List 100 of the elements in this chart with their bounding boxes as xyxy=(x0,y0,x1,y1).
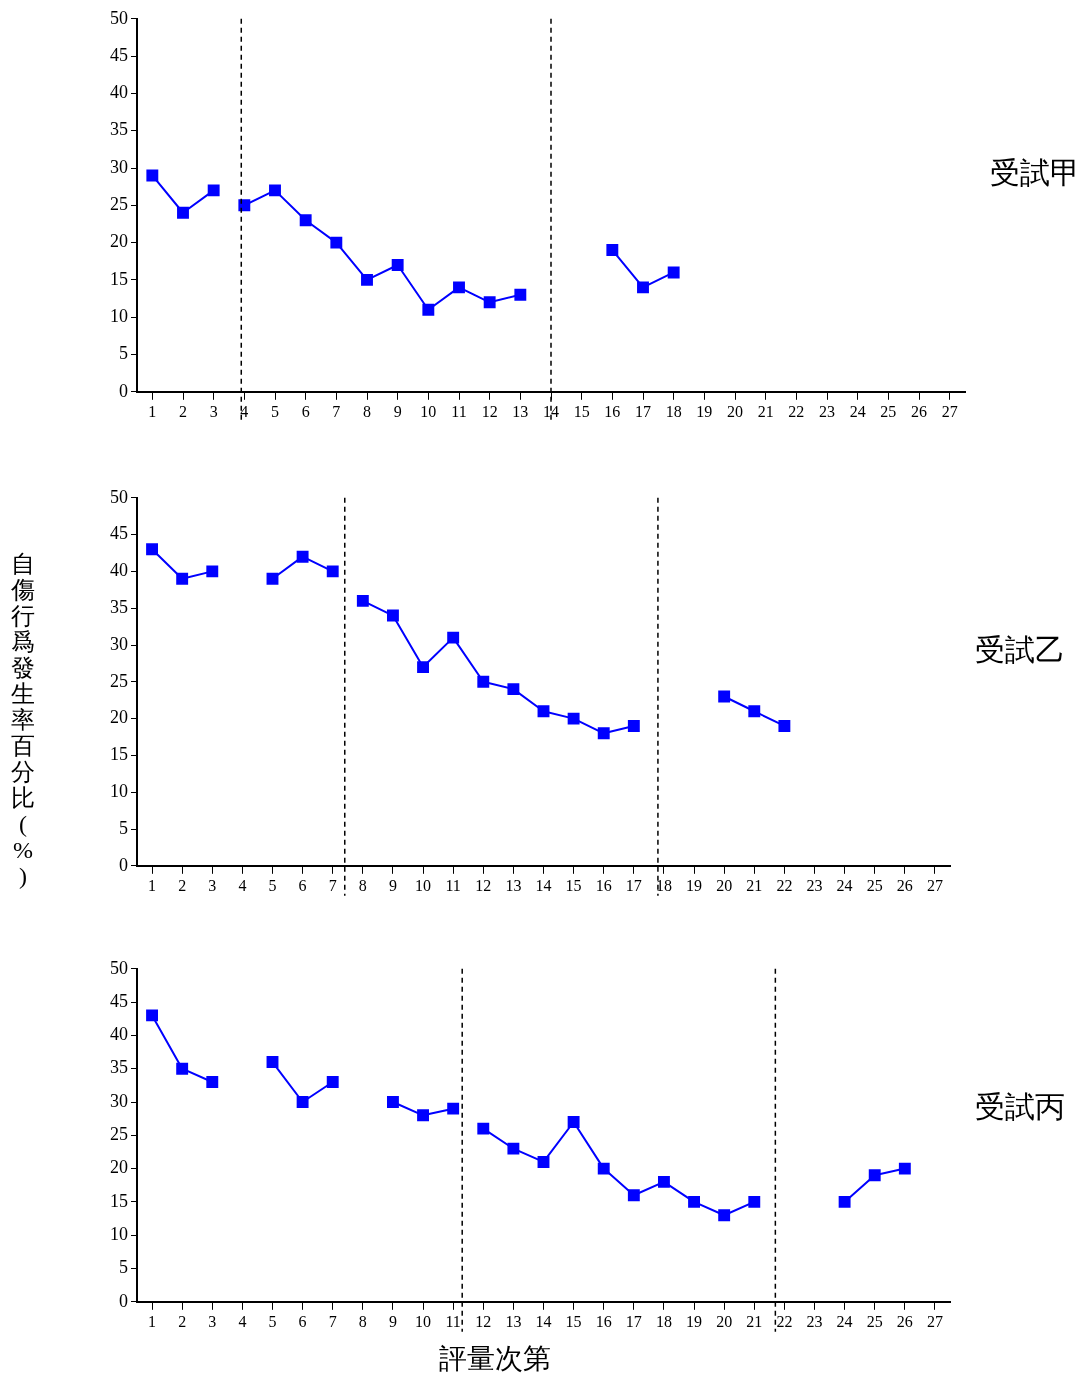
x-tick-label: 22 xyxy=(776,876,793,894)
y-tick-label: 15 xyxy=(110,744,128,765)
point xyxy=(206,1076,219,1088)
x-tick-label: 18 xyxy=(655,1312,672,1330)
point xyxy=(627,1189,640,1202)
y-tick-label: 45 xyxy=(110,44,128,65)
y-tick-label: 50 xyxy=(110,7,128,28)
x-tick-label: 8 xyxy=(358,1312,367,1330)
x-tick-label: 27 xyxy=(926,876,943,894)
point xyxy=(477,675,490,688)
x-tick-label: 19 xyxy=(686,1312,703,1330)
y-tick-label: 5 xyxy=(119,343,128,364)
x-tick-label: 7 xyxy=(332,402,341,420)
point xyxy=(269,184,281,197)
point xyxy=(637,281,649,294)
point xyxy=(296,550,309,563)
x-tick-label: 21 xyxy=(757,402,774,420)
x-tick-label: 12 xyxy=(475,876,492,894)
x-tick-label: 5 xyxy=(268,1312,277,1330)
x-tick-label: 6 xyxy=(298,1312,307,1330)
y-tick-label: 50 xyxy=(110,486,128,507)
x-tick-label: 2 xyxy=(178,1312,187,1330)
y-tick-label: 15 xyxy=(110,1190,128,1211)
point xyxy=(176,1062,189,1075)
x-tick-label: 16 xyxy=(604,402,621,420)
point xyxy=(361,273,373,286)
x-tick-label: 17 xyxy=(625,876,642,894)
point xyxy=(266,572,279,585)
point xyxy=(387,609,399,622)
x-tick-label: 14 xyxy=(535,876,552,894)
x-tick-label: 8 xyxy=(363,402,371,420)
x-tick-label: 16 xyxy=(595,1312,612,1330)
x-tick-label: 15 xyxy=(565,876,582,894)
x-tick-label: 10 xyxy=(415,1312,432,1330)
text: 受試乙 xyxy=(975,633,1065,667)
x-tick-label: 15 xyxy=(573,402,590,420)
x-tick-label: 27 xyxy=(926,1312,943,1330)
x-tick-label: 26 xyxy=(896,876,913,894)
point xyxy=(238,199,251,212)
y-tick-label: 40 xyxy=(110,560,128,581)
point xyxy=(326,1076,339,1088)
x-tick-label: 4 xyxy=(238,876,247,894)
x-tick-label: 14 xyxy=(543,402,559,420)
y-tick-label: 40 xyxy=(110,1024,128,1045)
x-tick-label: 20 xyxy=(727,402,743,420)
x-tick-label: 17 xyxy=(635,402,651,420)
x-tick-label: 16 xyxy=(595,876,612,894)
point xyxy=(898,1162,911,1175)
x-tick-label: 25 xyxy=(880,402,897,420)
x-tick-label: 1 xyxy=(148,1312,157,1330)
x-tick-label: 20 xyxy=(716,876,733,894)
x-tick-label: 6 xyxy=(298,876,307,894)
point xyxy=(206,565,219,578)
point xyxy=(177,206,189,219)
x-tick-label: 1 xyxy=(148,876,157,894)
text: 受試丙 xyxy=(975,1089,1065,1123)
x-tick-label: 18 xyxy=(655,876,672,894)
x-tick-label: 4 xyxy=(238,1312,247,1330)
x-tick-label: 3 xyxy=(208,876,217,894)
x-tick-label: 11 xyxy=(445,876,461,894)
point xyxy=(356,594,369,607)
x-tick-label: 5 xyxy=(268,876,277,894)
point xyxy=(296,1096,309,1108)
point xyxy=(453,281,465,294)
x-tick-label: 3 xyxy=(208,1312,217,1330)
y-tick-label: 30 xyxy=(110,633,128,654)
point xyxy=(477,1122,490,1135)
y-tick-label: 50 xyxy=(110,957,128,978)
point xyxy=(597,1162,610,1175)
x-tick-label: 24 xyxy=(836,1312,853,1330)
x-tick-label: 11 xyxy=(445,1312,461,1330)
x-tick-label: 23 xyxy=(819,402,835,420)
y-tick-label: 20 xyxy=(110,231,128,252)
point xyxy=(391,259,404,271)
y-tick-label: 35 xyxy=(110,119,128,140)
point xyxy=(207,184,220,197)
x-tick-label: 12 xyxy=(481,402,498,420)
y-tick-label: 30 xyxy=(110,1090,128,1111)
y-tick-label: 25 xyxy=(110,670,128,691)
point xyxy=(417,1109,430,1122)
x-tick-label: 10 xyxy=(415,876,432,894)
point xyxy=(146,169,159,182)
y-tick-label: 40 xyxy=(110,82,128,103)
point xyxy=(658,1175,670,1188)
point xyxy=(748,705,761,718)
y-tick-label: 35 xyxy=(110,1057,128,1078)
x-tick-label: 11 xyxy=(451,402,467,420)
x-tick-label: 14 xyxy=(535,1312,552,1330)
point xyxy=(326,565,339,578)
y-tick-label: 20 xyxy=(110,707,128,728)
x-tick-label: 21 xyxy=(746,876,763,894)
point xyxy=(507,1142,520,1155)
y-tick-label: 35 xyxy=(110,596,128,617)
point xyxy=(688,1195,701,1208)
point xyxy=(537,705,550,718)
x-tick-label: 3 xyxy=(209,402,218,420)
y-tick-label: 15 xyxy=(110,268,128,289)
x-tick-label: 27 xyxy=(941,402,958,420)
x-tick-label: 26 xyxy=(911,402,927,420)
point xyxy=(483,296,496,309)
